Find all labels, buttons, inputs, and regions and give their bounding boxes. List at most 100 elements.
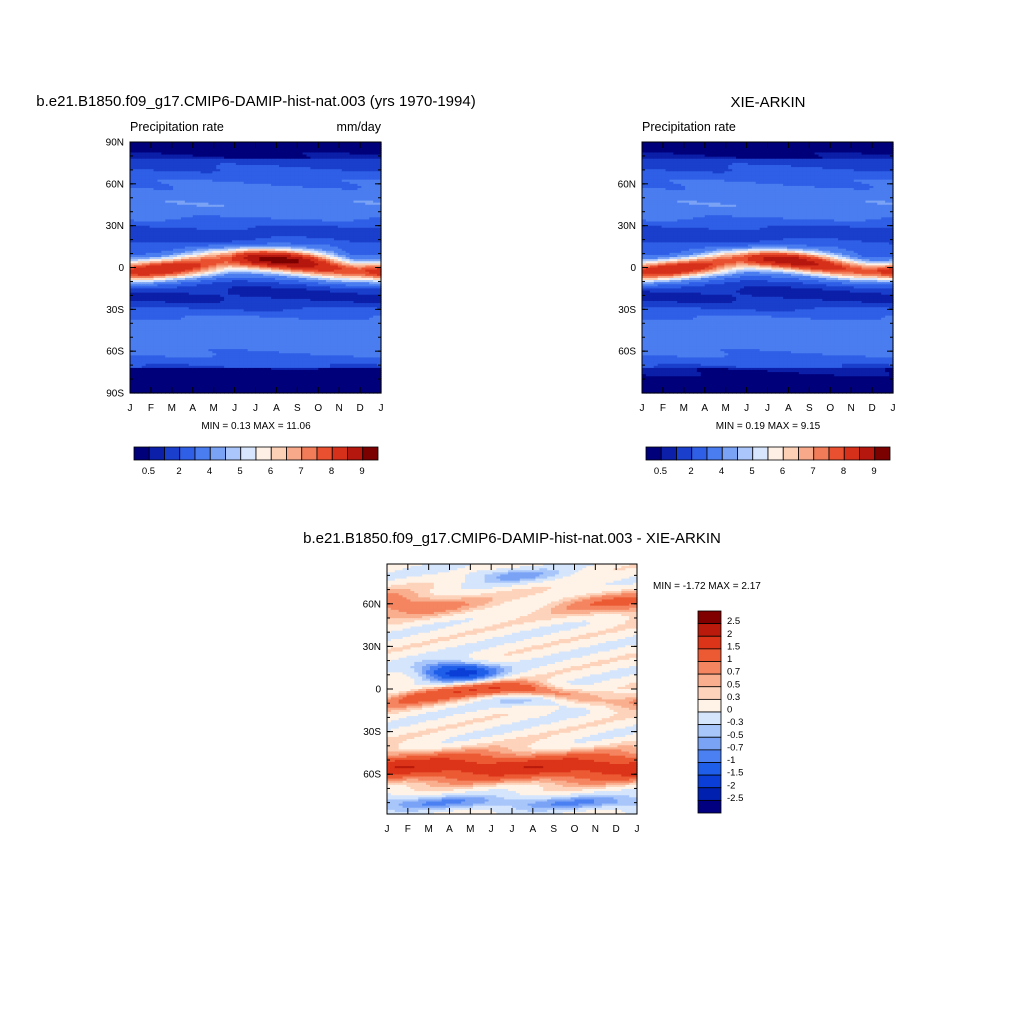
field-cell — [204, 365, 210, 369]
field-cell — [208, 275, 213, 279]
field-cell — [153, 309, 159, 313]
field-cell — [169, 342, 174, 346]
field-cell — [192, 374, 198, 377]
field-cell — [212, 252, 217, 256]
field-cell — [157, 146, 162, 149]
field-cell — [137, 386, 143, 390]
field-cell — [231, 288, 237, 292]
field-cell — [180, 150, 186, 154]
field-cell — [231, 162, 237, 166]
field-cell — [141, 321, 147, 325]
field-cell — [141, 263, 147, 267]
field-cell — [141, 319, 147, 323]
field-cell — [173, 265, 178, 269]
field-cell — [161, 365, 166, 369]
field-cell — [165, 219, 170, 223]
field-cell — [177, 338, 182, 342]
field-cell — [212, 188, 217, 191]
field-cell — [196, 254, 202, 258]
field-cell — [165, 342, 170, 346]
field-cell — [184, 323, 190, 327]
field-cell — [141, 225, 147, 229]
field-cell — [184, 234, 190, 237]
field-cell — [145, 384, 151, 388]
field-cell — [184, 165, 190, 168]
field-cell — [165, 240, 170, 243]
field-cell — [145, 223, 151, 227]
field-cell — [208, 323, 213, 327]
field-cell — [208, 336, 213, 340]
field-cell — [188, 349, 194, 352]
field-cell — [177, 173, 182, 177]
field-cell — [180, 248, 186, 252]
field-cell — [220, 190, 225, 193]
field-cell — [220, 240, 225, 243]
field-cell — [141, 169, 147, 172]
field-cell — [180, 198, 186, 202]
field-cell — [220, 183, 225, 187]
field-cell — [165, 156, 170, 160]
field-cell — [157, 160, 162, 164]
field-cell — [145, 259, 151, 262]
field-cell — [192, 311, 198, 315]
field-cell — [173, 300, 178, 304]
field-cell — [220, 181, 225, 185]
field-cell — [220, 342, 225, 346]
field-cell — [145, 307, 151, 310]
field-cell — [216, 146, 221, 149]
field-cell — [165, 340, 170, 344]
field-cell — [188, 384, 194, 388]
field-cell — [204, 382, 210, 386]
field-cell — [161, 177, 166, 181]
field-cell — [145, 380, 151, 384]
field-cell — [141, 372, 147, 375]
field-cell — [220, 221, 225, 225]
field-cell — [141, 150, 147, 154]
field-cell — [165, 313, 170, 317]
field-cell — [173, 248, 178, 252]
field-cell — [204, 282, 210, 285]
field-cell — [212, 192, 217, 195]
field-cell — [137, 361, 143, 365]
field-cell — [145, 160, 151, 164]
field-cell — [130, 376, 135, 379]
field-cell — [208, 190, 213, 193]
field-cell — [208, 160, 213, 164]
field-cell — [180, 158, 186, 162]
field-cell — [216, 156, 221, 160]
field-cell — [149, 200, 155, 204]
field-cell — [200, 200, 206, 204]
field-cell — [149, 323, 155, 327]
field-cell — [231, 336, 237, 340]
field-cell — [145, 369, 151, 373]
field-cell — [208, 326, 213, 329]
field-cell — [130, 221, 135, 225]
field-cell — [177, 250, 182, 254]
field-cell — [220, 369, 225, 373]
field-cell — [216, 384, 221, 388]
field-cell — [149, 309, 155, 313]
field-cell — [133, 196, 139, 200]
field-cell — [200, 374, 206, 377]
field-cell — [220, 367, 225, 371]
field-cell — [188, 361, 194, 365]
field-cell — [130, 156, 135, 160]
field-cell — [145, 252, 151, 256]
field-cell — [130, 208, 135, 212]
field-cell — [228, 388, 233, 392]
field-cell — [137, 346, 143, 350]
field-cell — [180, 225, 186, 229]
field-cell — [196, 386, 202, 390]
field-cell — [177, 252, 182, 256]
field-cell — [141, 154, 147, 158]
field-cell — [169, 384, 174, 388]
field-cell — [204, 305, 210, 308]
field-cell — [157, 154, 162, 158]
field-cell — [196, 296, 202, 300]
field-cell — [137, 353, 143, 356]
field-cell — [204, 294, 210, 298]
field-cell — [149, 315, 155, 319]
field-cell — [216, 280, 221, 283]
field-cell — [145, 342, 151, 346]
field-cell — [212, 372, 217, 375]
